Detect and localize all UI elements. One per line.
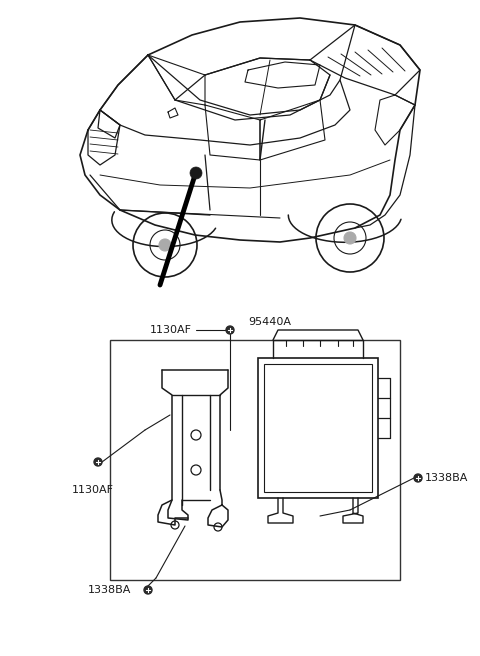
Text: 1130AF: 1130AF <box>72 485 114 495</box>
Bar <box>264 364 372 492</box>
Text: 1338BA: 1338BA <box>88 585 132 595</box>
Bar <box>110 340 400 580</box>
Circle shape <box>159 239 171 251</box>
Circle shape <box>144 586 152 594</box>
Text: 1130AF: 1130AF <box>150 325 192 335</box>
Text: 1338BA: 1338BA <box>425 473 468 483</box>
Circle shape <box>414 474 422 482</box>
Circle shape <box>226 326 234 334</box>
Circle shape <box>344 232 356 244</box>
Text: 95440A: 95440A <box>248 317 291 327</box>
Bar <box>258 358 378 498</box>
Circle shape <box>190 167 202 179</box>
Circle shape <box>94 458 102 466</box>
